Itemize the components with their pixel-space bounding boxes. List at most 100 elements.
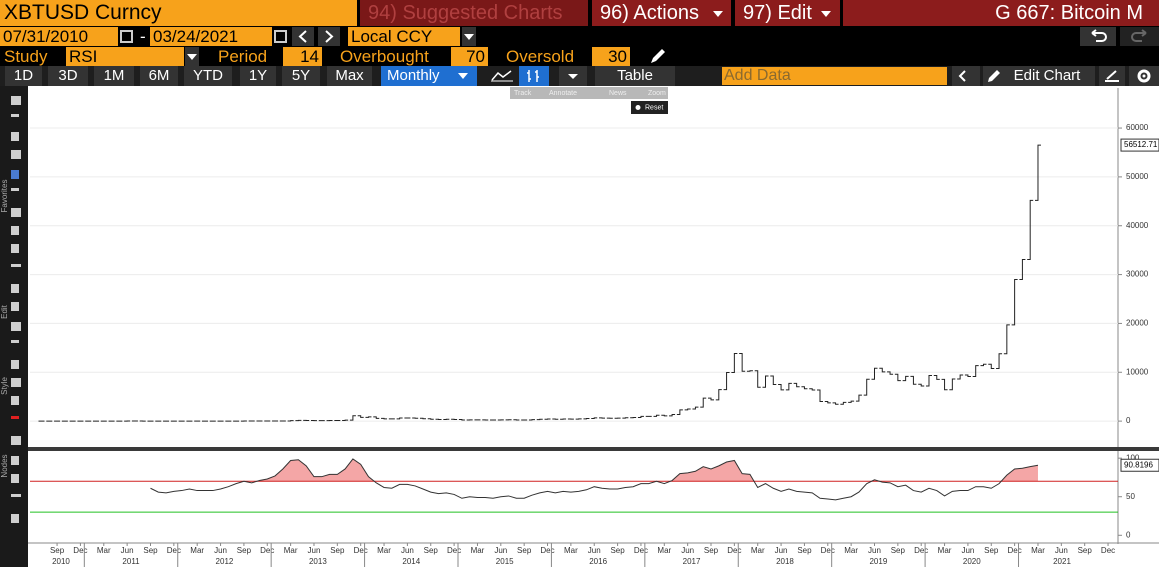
sidebar-icon <box>11 514 19 523</box>
x-tick-label: Mar <box>377 546 391 555</box>
price-bar <box>1027 199 1034 260</box>
price-bar <box>949 378 956 391</box>
price-bar <box>676 409 683 416</box>
x-tick-label: Mar <box>471 546 485 555</box>
price-bar <box>754 370 761 388</box>
price-bar <box>762 375 769 388</box>
year-label: 2016 <box>589 557 607 566</box>
calendar-icon[interactable] <box>274 30 287 43</box>
x-tick-label: Jun <box>775 546 788 555</box>
x-tick-label: Mar <box>1031 546 1045 555</box>
price-bar <box>715 389 722 401</box>
range-button[interactable]: 5Y <box>282 66 320 86</box>
x-tick-label: Sep <box>50 546 65 555</box>
calendar-icon[interactable] <box>120 30 133 43</box>
suggested-charts[interactable]: 94) Suggested Charts <box>360 0 588 26</box>
rsi-line <box>150 458 1039 501</box>
x-tick-label: Dec <box>73 546 87 555</box>
sidebar-icon <box>11 360 19 369</box>
range-button[interactable]: 3D <box>48 66 88 86</box>
ticker[interactable]: XBTUSD Curncy <box>0 0 357 26</box>
price-bar <box>653 414 660 417</box>
price-bar <box>700 397 707 408</box>
sidebar-label: Favorites <box>0 180 9 213</box>
sidebar-icon <box>11 132 19 141</box>
sidebar-icon <box>11 416 19 419</box>
price-bar <box>661 414 668 417</box>
x-tick-label: Sep <box>517 546 532 555</box>
x-tick-label: Sep <box>891 546 906 555</box>
sidebar-icon <box>11 494 21 497</box>
x-tick-label: Dec <box>727 546 741 555</box>
x-tick-label: Sep <box>330 546 345 555</box>
price-bar <box>785 382 792 391</box>
pencil-icon[interactable] <box>648 47 668 66</box>
sidebar-label: Nodes <box>0 454 9 477</box>
price-bar <box>894 373 901 382</box>
price-bar <box>910 375 917 385</box>
price-bar <box>809 388 816 391</box>
x-tick-label: Mar <box>564 546 578 555</box>
sidebar-icon <box>11 96 21 105</box>
x-tick-label: Mar <box>751 546 765 555</box>
range-button[interactable]: 1Y <box>240 66 276 86</box>
sidebar-icon <box>11 322 21 331</box>
x-tick-label: Jun <box>588 546 601 555</box>
price-bar <box>996 353 1003 369</box>
price-bar <box>855 394 862 402</box>
range-button[interactable]: 1D <box>5 66 42 86</box>
price-bar <box>708 397 715 401</box>
price-bar <box>871 367 878 380</box>
x-tick-label: Sep <box>610 546 625 555</box>
settings-icons[interactable] <box>1099 66 1159 86</box>
price-bar <box>972 365 979 377</box>
x-tick-label: Mar <box>190 546 204 555</box>
currency[interactable]: Local CCY <box>348 27 460 46</box>
year-label: 2021 <box>1053 557 1071 566</box>
range-button[interactable]: 6M <box>140 66 178 86</box>
sidebar-icon <box>11 226 19 235</box>
end-date[interactable]: 03/24/2021 <box>150 27 272 46</box>
price-bar <box>591 417 598 420</box>
reset-label: Reset <box>645 104 663 111</box>
price-bar <box>925 374 932 387</box>
reset-icon <box>635 105 641 110</box>
oversold-input[interactable]: 30 <box>592 47 630 66</box>
range-button[interactable]: YTD <box>184 66 232 86</box>
year-label: 2017 <box>683 557 701 566</box>
study-name[interactable]: RSI <box>66 47 184 66</box>
undo-redo[interactable] <box>1080 27 1159 46</box>
y-tick-label: 40000 <box>1126 221 1149 230</box>
range-button[interactable]: 1M <box>94 66 134 86</box>
overbought-input[interactable]: 70 <box>451 47 488 66</box>
x-tick-label: Jun <box>868 546 881 555</box>
actions-menu[interactable]: 96) Actions <box>592 0 731 26</box>
frequency[interactable]: Monthly <box>381 66 477 86</box>
price-bar <box>824 400 831 404</box>
chart-type-icons[interactable] <box>487 66 591 86</box>
price-bar <box>933 374 940 380</box>
year-label: 2011 <box>122 557 140 566</box>
year-label: 2014 <box>402 557 420 566</box>
table-button[interactable]: Table <box>595 66 675 86</box>
period-input[interactable]: 14 <box>283 47 322 66</box>
price-bar <box>1034 144 1041 201</box>
start-date[interactable]: 07/31/2010 <box>0 27 118 46</box>
price-bar <box>669 414 676 417</box>
edit-chart[interactable]: Edit Chart <box>983 66 1095 86</box>
range-button[interactable]: Max <box>327 66 372 86</box>
price-bar <box>396 417 403 420</box>
y-tick-label: 60000 <box>1126 123 1149 132</box>
nav-arrows[interactable] <box>292 27 342 46</box>
reset-button <box>631 101 668 114</box>
x-tick-label: Sep <box>424 546 439 555</box>
study-label: Study <box>4 47 48 66</box>
add-data[interactable]: Add Data <box>722 67 947 85</box>
collapse-icon[interactable] <box>952 66 980 86</box>
x-tick-label: Dec <box>354 546 368 555</box>
price-bar <box>692 406 699 410</box>
x-tick-label: Jun <box>961 546 974 555</box>
overlay-tool: Annotate <box>549 90 577 97</box>
plot-background <box>28 86 1159 567</box>
last-rsi-box <box>1120 458 1159 472</box>
